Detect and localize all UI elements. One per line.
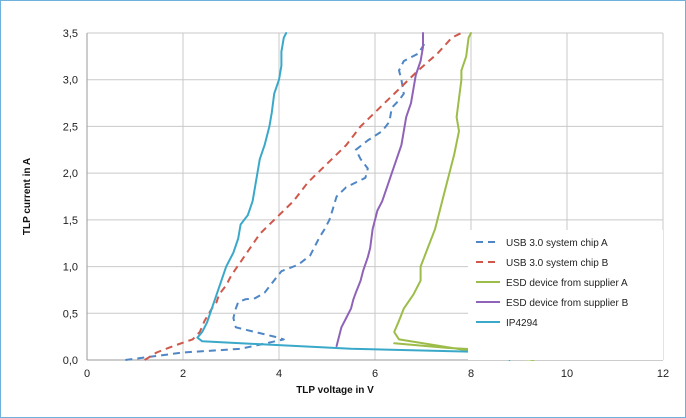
series-line-1 [125, 41, 427, 361]
series-line-2 [144, 32, 462, 361]
y-tick-label: 0,5 [63, 308, 78, 320]
series-lines [125, 32, 540, 361]
legend-label: IP4294 [506, 318, 538, 329]
x-tick-labels: 0 2 4 6 8 10 12 [84, 368, 669, 380]
y-tick-labels: 0,0 0,5 1,0 1,5 2,0 2,5 3,0 3,5 [63, 28, 78, 367]
y-tick-label: 1,5 [63, 215, 78, 227]
y-tick-label: 1,0 [63, 262, 78, 274]
y-tick-label: 0,0 [63, 355, 78, 367]
legend-label: USB 3.0 system chip A [506, 238, 608, 249]
y-tick-label: 2,0 [63, 168, 78, 180]
y-tick-label: 2,5 [63, 121, 78, 133]
x-tick-label: 8 [468, 368, 474, 380]
series-line-4 [335, 32, 424, 347]
y-axis-title: TLP current in A [22, 158, 33, 235]
x-tick-label: 4 [276, 368, 282, 380]
x-tick-label: 2 [180, 368, 186, 380]
legend: USB 3.0 system chip A USB 3.0 system chip… [468, 230, 663, 360]
x-tick-label: 12 [657, 368, 669, 380]
x-axis-title: TLP voltage in V [296, 385, 374, 396]
legend-box [468, 230, 663, 360]
legend-label: ESD device from supplier A [506, 278, 628, 289]
y-tick-label: 3,0 [63, 75, 78, 87]
legend-label: ESD device from supplier B [506, 298, 629, 309]
y-tick-label: 3,5 [63, 28, 78, 40]
x-tick-label: 0 [84, 368, 90, 380]
series-line-5 [196, 32, 511, 361]
legend-label: USB 3.0 system chip B [506, 258, 609, 269]
x-tick-label: 6 [372, 368, 378, 380]
x-tick-label: 10 [561, 368, 573, 380]
